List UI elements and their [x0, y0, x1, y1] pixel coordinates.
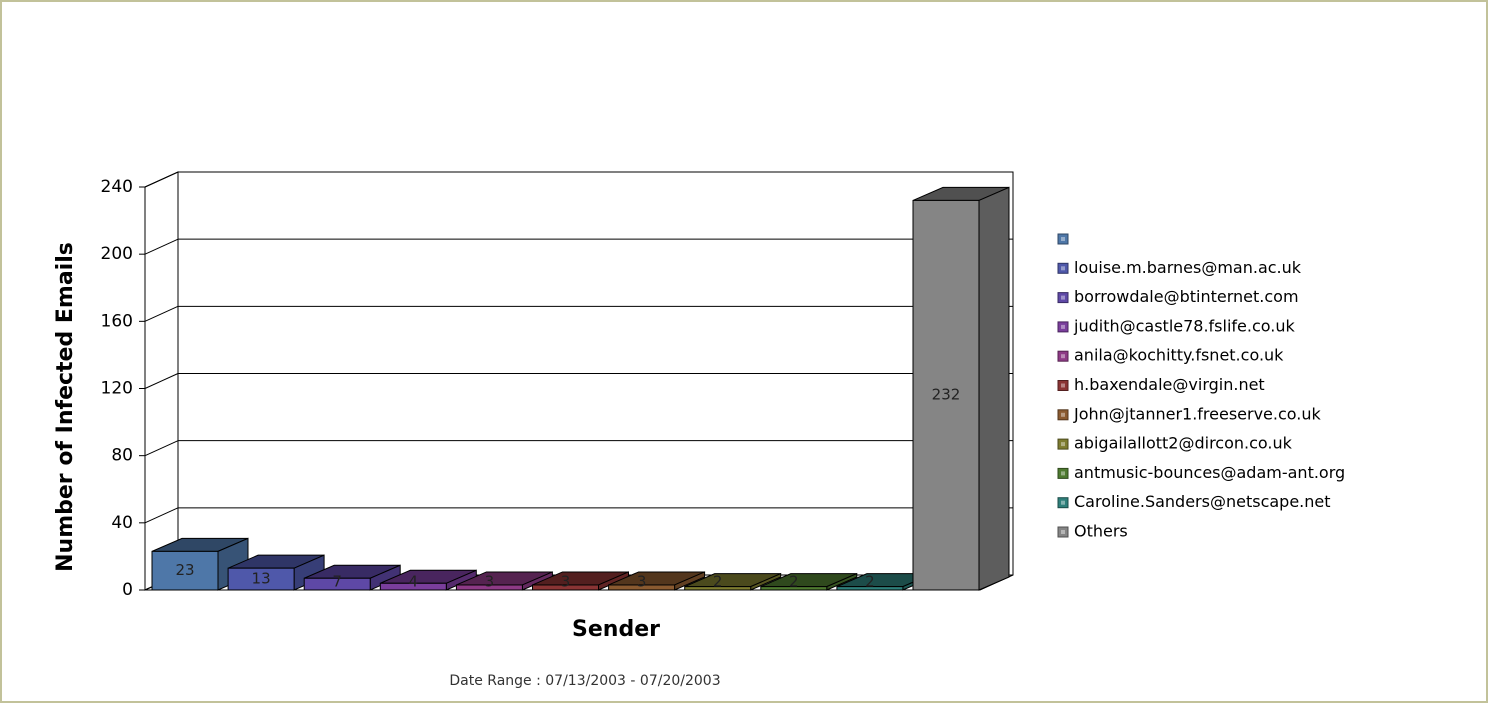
bar — [379, 582, 447, 591]
y-tick-label: 240 — [101, 177, 133, 197]
legend-label: Others — [1074, 522, 1128, 541]
value-label: 3 — [637, 573, 647, 591]
legend-label: anila@kochitty.fsnet.co.uk — [1074, 346, 1284, 365]
value-label: 13 — [252, 570, 271, 588]
legend-swatch-inner — [1061, 354, 1065, 359]
value-label: 3 — [561, 573, 571, 591]
bar — [684, 586, 752, 591]
legend-label: borrowdale@btinternet.com — [1074, 287, 1299, 306]
bar-side — [978, 186, 1010, 591]
legend-label: judith@castle78.fslife.co.uk — [1073, 316, 1296, 335]
legend-swatch-inner — [1061, 530, 1065, 534]
legend-label: Caroline.Sanders@netscape.net — [1074, 492, 1331, 511]
value-label: 2 — [865, 573, 875, 591]
y-axis-label: Number of Infected Emails — [53, 242, 78, 572]
value-label: 232 — [932, 386, 961, 404]
bar — [227, 567, 295, 591]
value-label: 23 — [175, 561, 194, 579]
x-axis-label: Sender — [572, 617, 660, 642]
y-tick-label: 0 — [122, 580, 133, 600]
grid-line — [144, 238, 179, 255]
legend-swatch-inner — [1061, 500, 1065, 505]
y-tick-label: 160 — [101, 311, 133, 331]
y-tick-label: 200 — [101, 244, 133, 264]
value-label: 2 — [789, 573, 799, 591]
bar — [455, 584, 523, 591]
bar — [760, 586, 828, 591]
bar — [532, 584, 599, 591]
value-label: 2 — [713, 573, 723, 591]
bar — [836, 586, 904, 591]
legend-label: antmusic-bounces@adam-ant.org — [1074, 463, 1345, 482]
legend-label: John@jtanner1.freeserve.co.uk — [1073, 404, 1322, 423]
grid-line — [144, 373, 179, 389]
legend-swatch-inner — [1061, 442, 1065, 447]
grid-line — [144, 305, 179, 322]
legend-swatch-inner — [1061, 412, 1065, 417]
y-tick-label: 120 — [101, 379, 133, 399]
legend-swatch-inner — [1061, 295, 1065, 300]
grid-line — [144, 171, 179, 188]
y-tick-label: 80 — [111, 446, 133, 466]
legend-label: louise.m.barnes@man.ac.uk — [1074, 258, 1302, 277]
value-label: 4 — [409, 573, 419, 591]
value-label: 3 — [485, 573, 495, 591]
legend-swatch-inner — [1061, 266, 1065, 271]
legend-swatch-inner — [1061, 383, 1065, 388]
bar — [303, 577, 371, 591]
bar — [608, 584, 676, 591]
bar — [151, 550, 219, 591]
legend-label: h.baxendale@virgin.net — [1074, 375, 1265, 394]
y-tick-label: 40 — [111, 513, 133, 533]
value-label: 7 — [332, 573, 342, 591]
footer: Date Range : 07/13/2003 - 07/20/2003 — [449, 673, 720, 689]
grid-line — [144, 507, 179, 524]
legend-swatch-inner — [1061, 471, 1065, 476]
legend-swatch-inner — [1061, 324, 1065, 329]
grid-line — [144, 440, 179, 457]
bar — [912, 199, 980, 591]
legend-label: abigailallott2@dircon.co.uk — [1074, 434, 1293, 453]
legend-swatch-inner — [1061, 237, 1065, 241]
